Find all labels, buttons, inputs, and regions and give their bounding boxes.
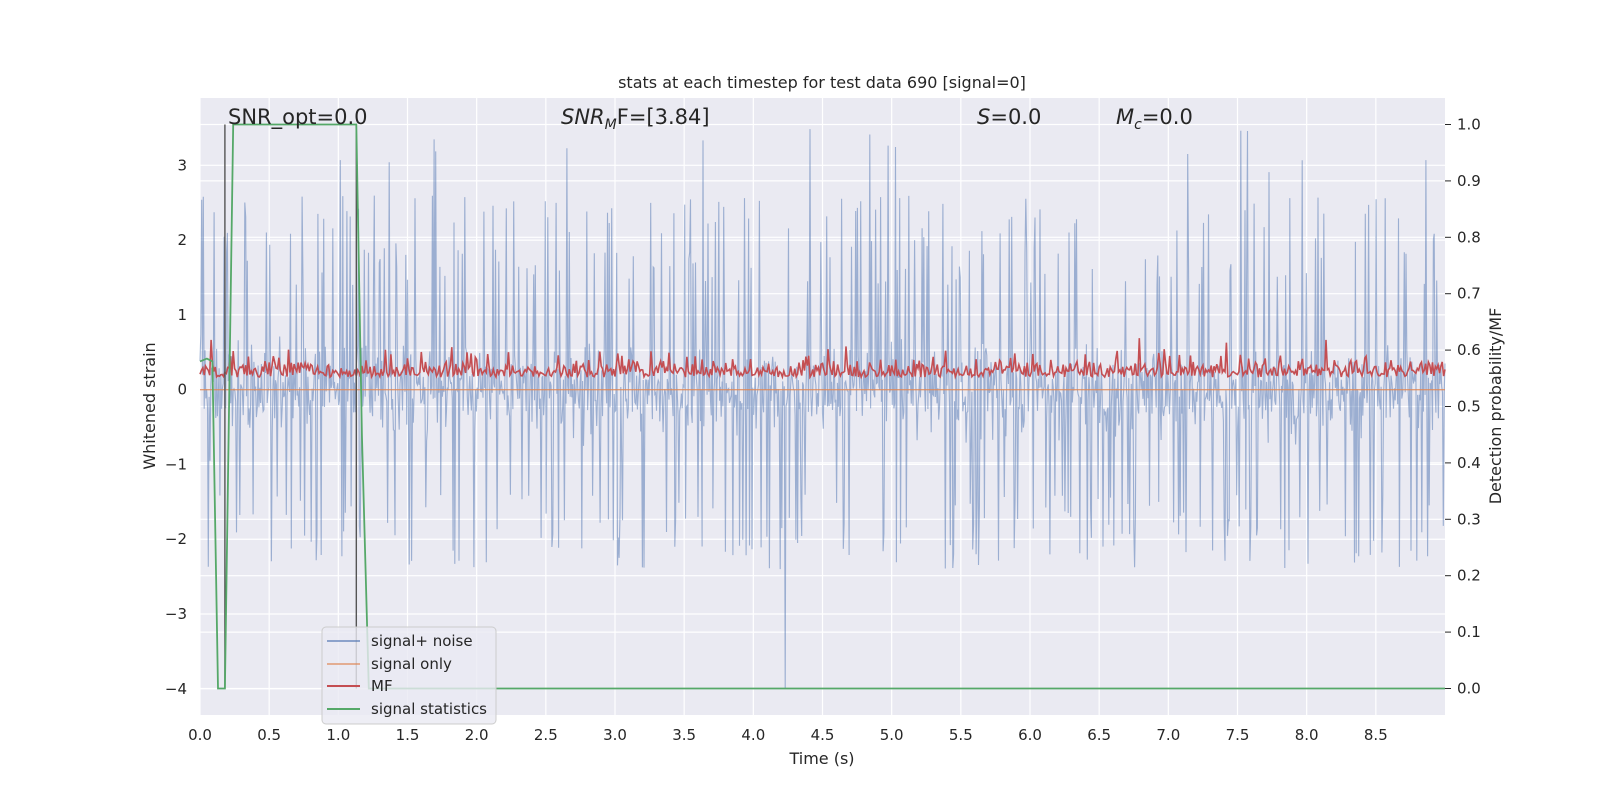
y2-tick-label: 0.0 [1457,679,1481,697]
y2-axis-ticks: 1.0 0.9 0.8 0.7 0.6 0.5 0.4 0.3 0.2 0.1 0.0 [1445,116,1481,697]
annotation-snr-mf: SNRMF=[3.84] [561,105,710,133]
x-tick-label: 3.5 [672,726,696,744]
x-tick-label: 2.0 [465,726,489,744]
x-tick-label: 6.5 [1087,726,1111,744]
x-tick-label: 3.0 [603,726,627,744]
x-tick-label: 5.0 [880,726,904,744]
y2-tick-label: 0.2 [1457,567,1481,585]
y2-axis-label: Detection probability/MF [1486,308,1505,505]
mf-series [199,338,1446,380]
x-tick-label: 8.0 [1295,726,1319,744]
y2-tick-label: 0.6 [1457,341,1481,359]
legend: signal+ noise signal only MF signal stat… [321,626,497,725]
y2-tick-label: 0.4 [1457,454,1481,472]
mf-line [199,338,1446,380]
x-tick-label: 6.0 [1018,726,1042,744]
x-tick-label: 1.0 [326,726,350,744]
x-axis-ticks: 0.0 0.5 1.0 1.5 2.0 2.5 3.0 3.5 4.0 4.5 5.0 5.5 6.0 6… [188,726,1388,744]
x-tick-label: 4.5 [811,726,835,744]
legend-label-signal-only: signal only [371,655,452,673]
y-axis-label: Whitened strain [140,342,159,469]
y2-tick-label: 1.0 [1457,116,1481,134]
y-axis-ticks: 3 2 1 0 −1 −2 −3 −4 [165,156,187,698]
y2-tick-label: 0.3 [1457,510,1481,528]
x-tick-label: 4.0 [741,726,765,744]
annotation-snr-opt: SNR_opt=0.0 [228,105,368,130]
legend-label-signal-noise: signal+ noise [371,632,473,650]
annotation-s: S=0.0 [977,105,1041,129]
y-tick-label: 2 [177,231,187,249]
x-tick-label: 0.0 [188,726,212,744]
legend-label-signal-statistics: signal statistics [371,700,487,718]
y-tick-label: 1 [177,306,187,324]
x-axis-label: Time (s) [788,749,854,768]
signal-noise-line [199,129,1446,689]
x-tick-label: 5.5 [949,726,973,744]
chart-title: stats at each timestep for test data 690… [618,73,1026,92]
legend-label-mf: MF [371,677,393,695]
signal-statistics-line [199,123,1445,690]
y2-tick-label: 0.1 [1457,623,1481,641]
y-tick-label: −3 [165,605,187,623]
signal-statistics-series [199,123,1445,690]
x-tick-label: 7.5 [1226,726,1250,744]
legend-box [321,626,497,725]
y2-tick-label: 0.9 [1457,172,1481,190]
vertical-markers [224,124,358,689]
annotation-mc: Mc=0.0 [1116,105,1193,133]
x-tick-label: 2.5 [534,726,558,744]
x-tick-label: 8.5 [1364,726,1388,744]
x-tick-label: 7.0 [1156,726,1180,744]
y2-tick-label: 0.7 [1457,285,1481,303]
y-tick-label: −4 [165,680,187,698]
y2-tick-label: 0.5 [1457,398,1481,416]
x-tick-label: 1.5 [396,726,420,744]
y-tick-label: 3 [177,156,187,174]
y-tick-label: 0 [177,381,187,399]
y-tick-label: −2 [165,530,187,548]
signal-noise-series [199,129,1446,689]
x-tick-label: 0.5 [257,726,281,744]
y2-tick-label: 0.8 [1457,228,1481,246]
y-tick-label: −1 [165,455,187,473]
